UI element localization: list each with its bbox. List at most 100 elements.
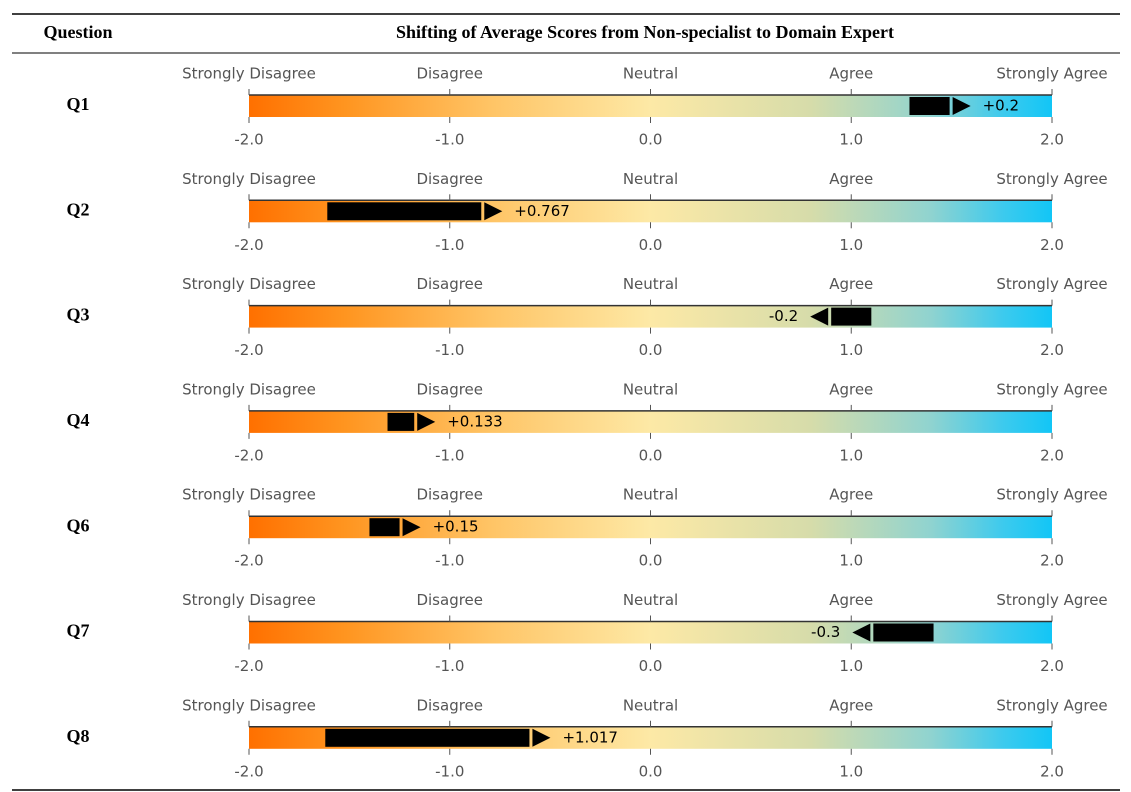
shift-bar bbox=[831, 307, 872, 326]
anchor-label: Strongly Disagree bbox=[182, 380, 316, 398]
tick-label: 1.0 bbox=[839, 446, 863, 464]
anchor-label: Strongly Disagree bbox=[182, 591, 316, 609]
tick-label: 0.0 bbox=[639, 762, 663, 780]
shift-arrowhead bbox=[417, 412, 436, 431]
shift-bar bbox=[909, 97, 950, 115]
anchor-label: Disagree bbox=[416, 380, 483, 398]
tick-label: -2.0 bbox=[234, 131, 263, 149]
shift-label: -0.3 bbox=[811, 623, 840, 641]
shift-bar bbox=[325, 728, 530, 747]
tick-label: 2.0 bbox=[1040, 131, 1064, 149]
anchor-label: Agree bbox=[829, 591, 873, 609]
anchor-label: Neutral bbox=[623, 170, 678, 188]
anchor-label: Disagree bbox=[416, 170, 483, 188]
shift-label: +0.2 bbox=[983, 97, 1019, 115]
tick-label: 1.0 bbox=[839, 762, 863, 780]
shift-label: -0.2 bbox=[769, 307, 798, 325]
scale-bar bbox=[249, 95, 1052, 117]
scale-bar bbox=[249, 305, 1052, 328]
tick-label: 0.0 bbox=[639, 657, 663, 675]
tick-label: 2.0 bbox=[1040, 762, 1064, 780]
anchor-label: Neutral bbox=[623, 486, 678, 504]
anchor-label: Strongly Disagree bbox=[182, 275, 316, 293]
anchor-label: Strongly Agree bbox=[996, 486, 1107, 504]
tick-label: 1.0 bbox=[839, 131, 863, 149]
shift-arrowhead bbox=[810, 307, 829, 326]
header-cell: Question bbox=[43, 22, 112, 42]
anchor-label: Disagree bbox=[416, 275, 483, 293]
tick-label: -1.0 bbox=[435, 762, 464, 780]
tick-label: -1.0 bbox=[435, 131, 464, 149]
tick-label: 0.0 bbox=[639, 446, 663, 464]
tick-label: 2.0 bbox=[1040, 446, 1064, 464]
question-label: Q8 bbox=[66, 726, 89, 746]
tick-label: 0.0 bbox=[639, 341, 663, 359]
anchor-label: Strongly Agree bbox=[996, 591, 1107, 609]
tick-label: -2.0 bbox=[234, 446, 263, 464]
shift-label: +1.017 bbox=[562, 728, 618, 746]
tick-label: 2.0 bbox=[1040, 552, 1064, 570]
scale-bar bbox=[249, 621, 1052, 644]
tick-label: -1.0 bbox=[435, 552, 464, 570]
anchor-label: Strongly Agree bbox=[996, 380, 1107, 398]
shift-label: +0.133 bbox=[447, 412, 503, 430]
tick-label: -1.0 bbox=[435, 657, 464, 675]
shift-label: +0.15 bbox=[433, 518, 479, 536]
anchor-label: Neutral bbox=[623, 380, 678, 398]
anchor-label: Disagree bbox=[416, 65, 483, 83]
shift-arrowhead bbox=[852, 623, 871, 642]
header-cell: Shifting of Average Scores from Non-spec… bbox=[396, 22, 894, 42]
scale-bar bbox=[249, 516, 1052, 539]
tick-label: 1.0 bbox=[839, 552, 863, 570]
anchor-label: Strongly Agree bbox=[996, 170, 1107, 188]
tick-label: -1.0 bbox=[435, 236, 464, 254]
shift-arrowhead bbox=[402, 518, 421, 537]
anchor-label: Strongly Disagree bbox=[182, 170, 316, 188]
scale-bar bbox=[249, 410, 1052, 433]
anchor-label: Strongly Disagree bbox=[182, 486, 316, 504]
tick-label: 0.0 bbox=[639, 131, 663, 149]
tick-label: 2.0 bbox=[1040, 236, 1064, 254]
anchor-label: Strongly Disagree bbox=[182, 65, 316, 83]
shift-bar bbox=[387, 412, 415, 431]
question-label: Q2 bbox=[66, 199, 89, 219]
anchor-label: Disagree bbox=[416, 486, 483, 504]
anchor-label: Agree bbox=[829, 275, 873, 293]
anchor-label: Agree bbox=[829, 170, 873, 188]
anchor-label: Neutral bbox=[623, 65, 678, 83]
tick-label: 1.0 bbox=[839, 657, 863, 675]
tick-label: 0.0 bbox=[639, 552, 663, 570]
tick-label: -1.0 bbox=[435, 341, 464, 359]
question-label: Q4 bbox=[66, 410, 89, 430]
question-label: Q6 bbox=[66, 515, 89, 535]
question-label: Q3 bbox=[66, 305, 89, 325]
anchor-label: Strongly Agree bbox=[996, 65, 1107, 83]
anchor-label: Agree bbox=[829, 696, 873, 714]
tick-label: 2.0 bbox=[1040, 657, 1064, 675]
anchor-label: Agree bbox=[829, 65, 873, 83]
shift-arrowhead bbox=[532, 728, 551, 747]
shift-label: +0.767 bbox=[514, 202, 570, 220]
tick-label: -2.0 bbox=[234, 236, 263, 254]
tick-label: -2.0 bbox=[234, 552, 263, 570]
anchor-label: Disagree bbox=[416, 591, 483, 609]
anchor-label: Strongly Agree bbox=[996, 275, 1107, 293]
tick-label: -2.0 bbox=[234, 341, 263, 359]
tick-label: 2.0 bbox=[1040, 341, 1064, 359]
shift-arrowhead bbox=[952, 97, 971, 115]
anchor-label: Neutral bbox=[623, 696, 678, 714]
anchor-label: Agree bbox=[829, 486, 873, 504]
anchor-label: Neutral bbox=[623, 275, 678, 293]
anchor-label: Strongly Disagree bbox=[182, 696, 316, 714]
anchor-label: Disagree bbox=[416, 696, 483, 714]
shift-bar bbox=[327, 202, 482, 221]
question-label: Q7 bbox=[66, 621, 89, 641]
tick-label: -2.0 bbox=[234, 762, 263, 780]
question-label: Q1 bbox=[66, 94, 89, 114]
tick-label: 0.0 bbox=[639, 236, 663, 254]
tick-label: 1.0 bbox=[839, 236, 863, 254]
anchor-label: Neutral bbox=[623, 591, 678, 609]
shift-bar bbox=[369, 518, 400, 537]
shift-arrowhead bbox=[484, 202, 503, 221]
